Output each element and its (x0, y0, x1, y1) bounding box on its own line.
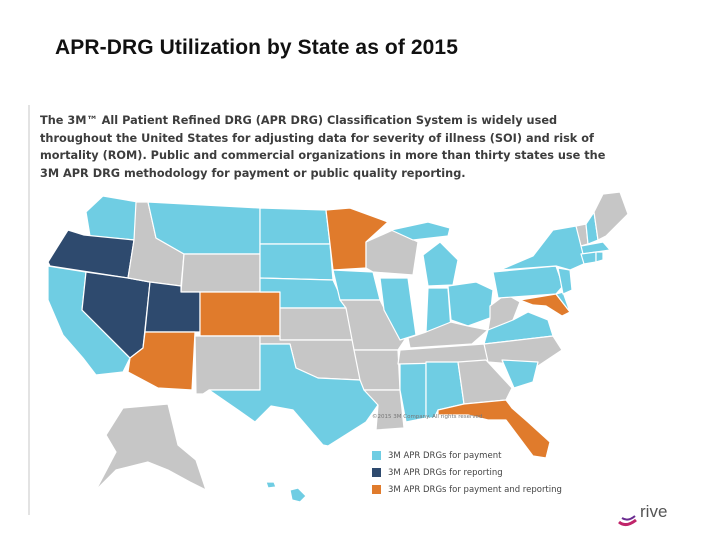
state-MI-upper (390, 221, 451, 241)
state-MI (422, 241, 459, 287)
state-NY (499, 225, 589, 271)
state-WY (180, 253, 261, 293)
legend-swatch (372, 468, 381, 477)
state-CO (199, 291, 281, 337)
brand-swoosh-icon (618, 515, 637, 527)
state-NM (194, 335, 261, 395)
intro-line: 3M APR DRG methodology for payment or pu… (40, 166, 466, 180)
state-KS (279, 307, 357, 341)
company-logo: rive (616, 500, 708, 528)
state-IA (332, 269, 381, 301)
state-LA (363, 389, 405, 431)
state-GA (457, 359, 513, 405)
legend-item-both: 3M APR DRGs for payment and reporting (372, 481, 562, 498)
map-copyright: ©2015 3M Company. All rights reserved. (372, 414, 485, 420)
intro-line: mortality (ROM). Public and commercial o… (40, 149, 606, 162)
state-SD (259, 243, 334, 281)
state-HI-islands (265, 481, 277, 489)
legend-label: 3M APR DRGs for payment (388, 450, 502, 461)
state-CT (580, 251, 597, 265)
legend-item-reporting: 3M APR DRGs for reporting (372, 464, 562, 481)
legend-swatch (372, 451, 381, 460)
state-NC (483, 335, 563, 367)
state-MO (339, 299, 407, 351)
state-ME (593, 191, 629, 241)
state-DE (555, 291, 571, 313)
legend-item-payment: 3M APR DRGs for payment (372, 447, 562, 464)
state-SC (501, 359, 539, 389)
map-legend: 3M APR DRGs for payment 3M APR DRGs for … (372, 447, 562, 498)
state-PA (492, 265, 564, 299)
state-MA (580, 241, 611, 255)
left-divider (28, 105, 30, 515)
legend-label: 3M APR DRGs for payment and reporting (388, 484, 562, 495)
state-KY (407, 321, 489, 349)
slide-title: APR-DRG Utilization by State as of 2015 (55, 36, 458, 59)
state-MS (399, 359, 427, 423)
legend-label: 3M APR DRGs for reporting (388, 467, 503, 478)
us-states-map (47, 191, 629, 503)
state-ND (259, 207, 331, 245)
state-OH (447, 281, 494, 327)
state-HI (289, 487, 307, 503)
intro-line: throughout the United States for adjusti… (40, 131, 594, 145)
intro-line: The 3M™ All Patient Refined DRG (APR DRG… (40, 114, 558, 127)
legend-swatch (372, 485, 381, 494)
state-RI (595, 251, 604, 263)
state-WA (85, 195, 139, 241)
state-AK (95, 403, 207, 491)
state-FL (437, 399, 551, 459)
state-TX (208, 343, 379, 447)
logo-text: rive (640, 502, 668, 521)
intro-paragraph: The 3M™ All Patient Refined DRG (APR DRG… (40, 112, 665, 182)
